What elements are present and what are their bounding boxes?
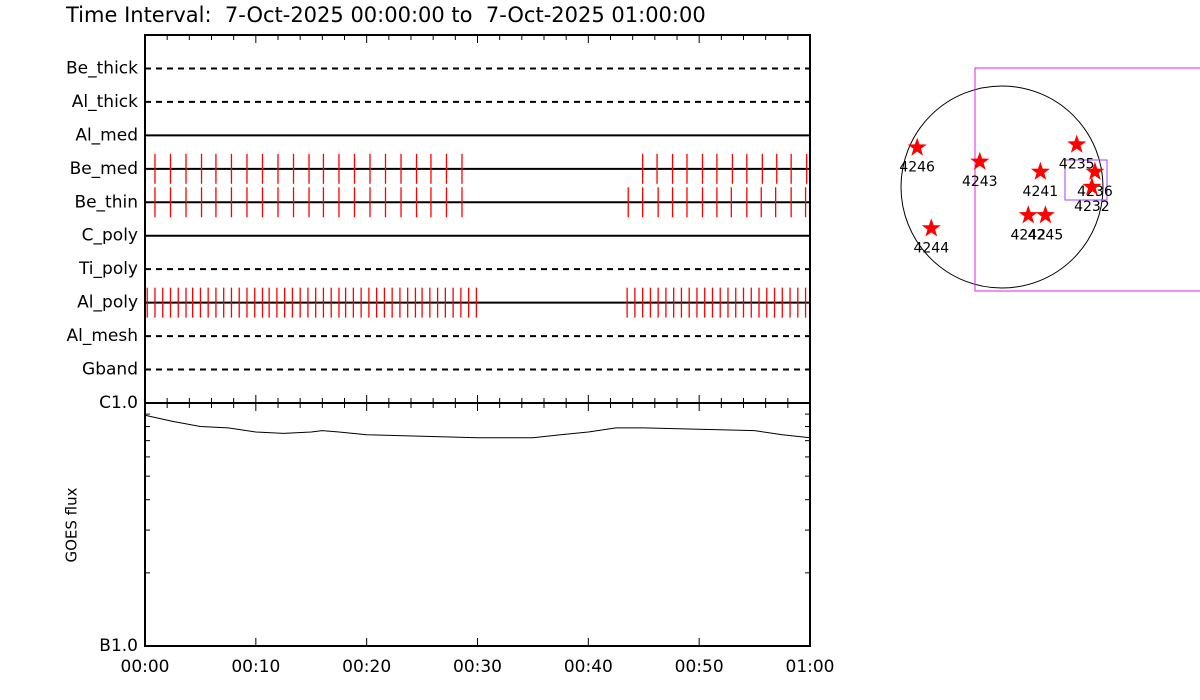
x-tick-label: 00:30	[453, 657, 502, 677]
solar-disk	[900, 85, 1104, 289]
row-label: Al_thick	[72, 92, 138, 112]
fov-box	[974, 67, 1200, 292]
active-region	[907, 137, 927, 156]
row-label: Al_mesh	[66, 326, 138, 346]
y-tick-label: C1.0	[99, 393, 138, 413]
region-label: 4244	[913, 240, 949, 256]
active-region	[1067, 134, 1087, 153]
row-label: C_poly	[82, 226, 138, 246]
active-region	[921, 218, 941, 237]
region-label: 4241	[1023, 184, 1059, 200]
region-label: 4242	[1010, 227, 1046, 243]
plot-frame	[144, 34, 811, 647]
x-tick-label: 01:00	[786, 657, 835, 677]
y-axis-label: GOES flux	[63, 487, 81, 562]
active-region	[1030, 161, 1050, 180]
row-label: Be_thick	[66, 58, 138, 78]
region-label: 4235	[1059, 157, 1095, 173]
region-label: 4246	[899, 160, 935, 176]
row-label: Al_med	[75, 125, 138, 145]
region-label: 4245	[1028, 227, 1064, 243]
active-region	[1082, 177, 1102, 196]
fov-box-small	[1064, 159, 1108, 201]
row-label: Ti_poly	[78, 259, 138, 279]
region-label: 4243	[962, 174, 998, 190]
x-tick-label: 00:20	[342, 657, 391, 677]
active-region	[1035, 205, 1055, 224]
x-tick-label: 00:10	[231, 657, 280, 677]
row-label: Al_poly	[77, 293, 138, 313]
active-region	[970, 151, 990, 170]
row-label: Gband	[82, 360, 138, 380]
region-label: 4232	[1074, 199, 1110, 215]
active-region	[1085, 161, 1105, 180]
goes-curve	[144, 414, 811, 439]
x-tick-label: 00:50	[675, 657, 724, 677]
chart-title: Time Interval: 7-Oct-2025 00:00:00 to 7-…	[65, 3, 706, 27]
row-label: Be_med	[70, 159, 138, 179]
x-tick-label: 00:00	[121, 657, 170, 677]
y-tick-label: B1.0	[99, 636, 138, 656]
row-label: Be_thin	[74, 192, 138, 212]
x-tick-label: 00:40	[564, 657, 613, 677]
active-region	[1018, 205, 1038, 224]
